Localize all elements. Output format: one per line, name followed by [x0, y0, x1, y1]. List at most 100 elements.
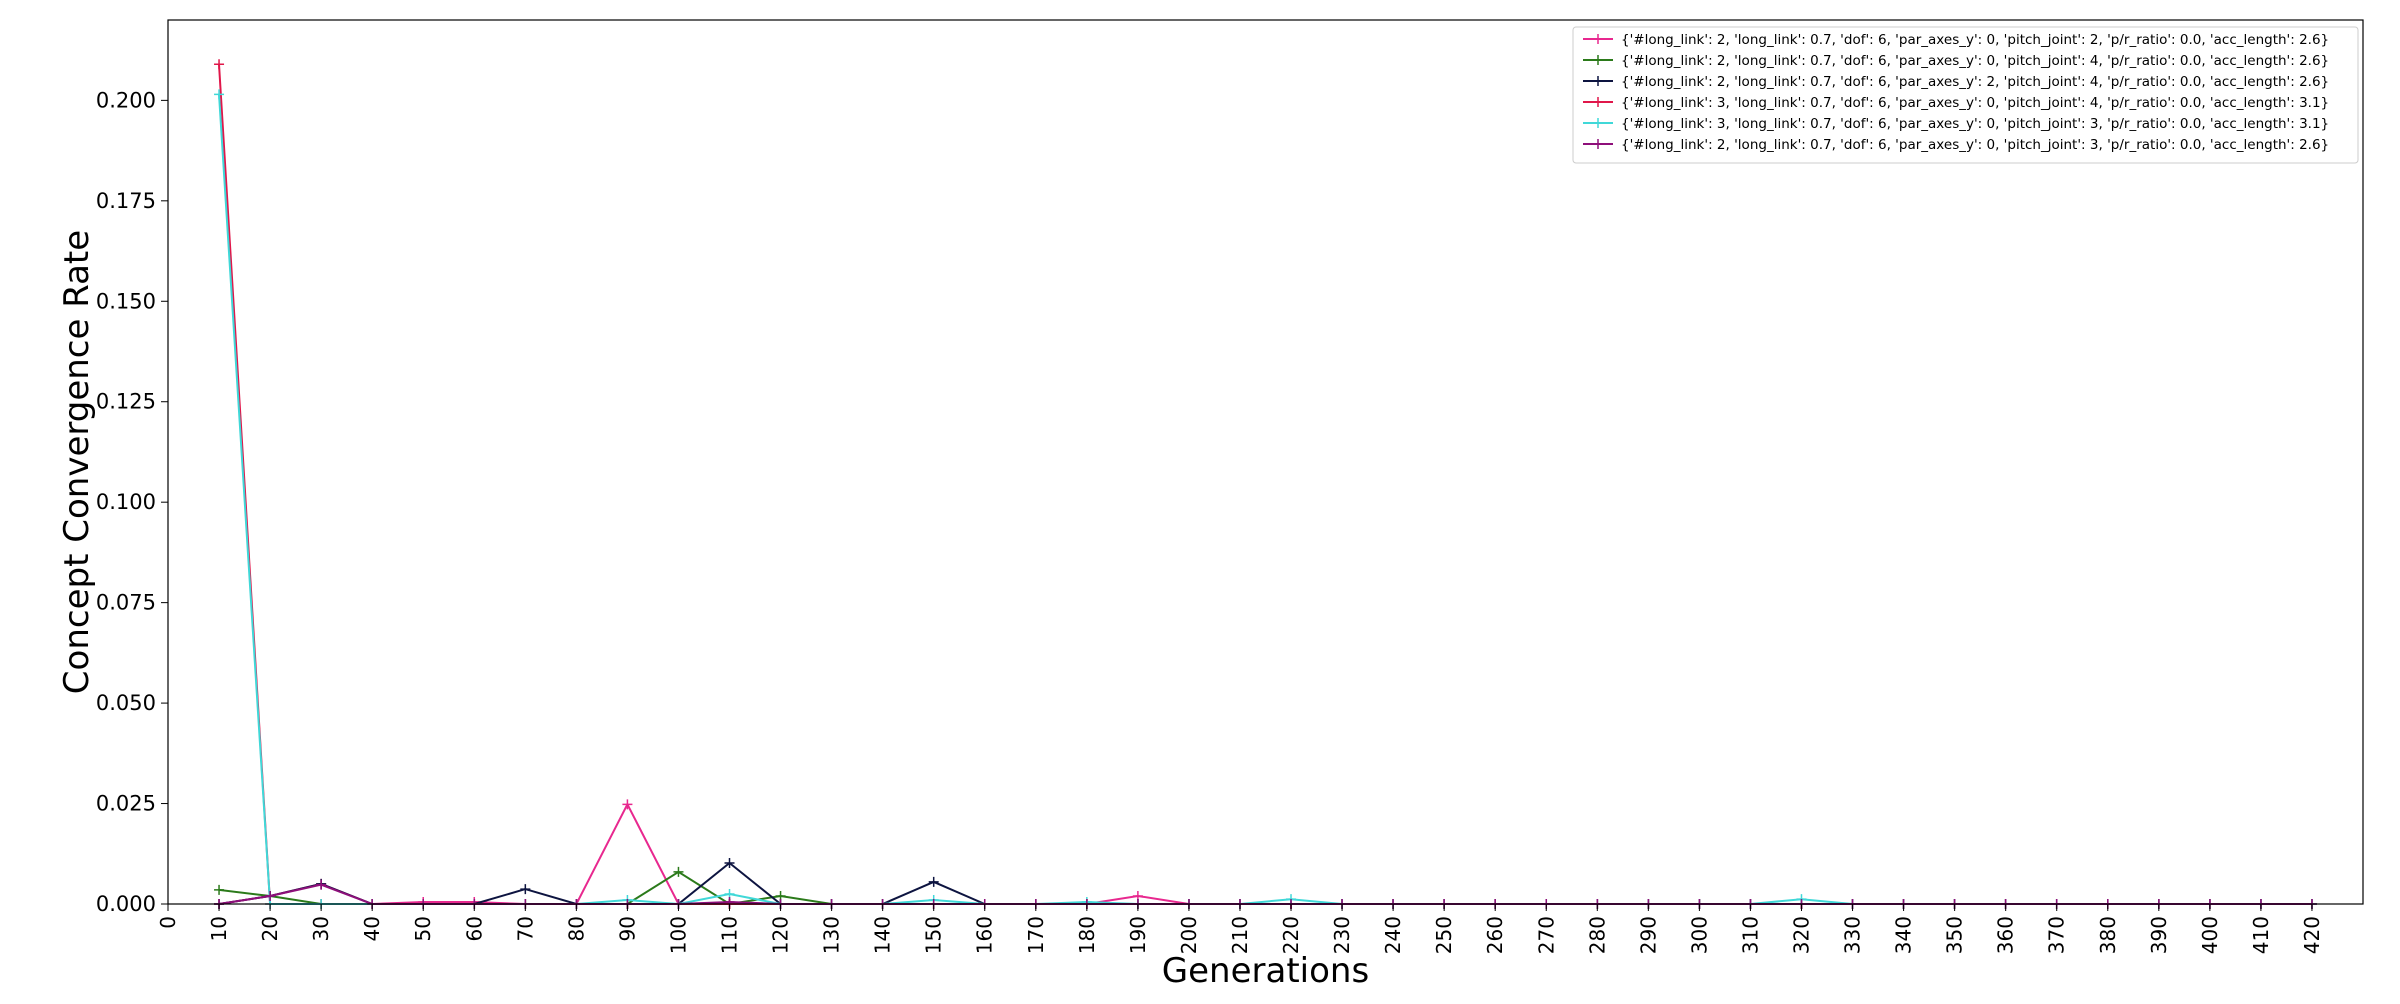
series-5: [214, 89, 2317, 909]
series-6: [214, 879, 2317, 909]
x-tick-label: 320: [1789, 916, 1813, 954]
legend-label: {'#long_link': 2, 'long_link': 0.7, 'dof…: [1621, 32, 2329, 48]
x-tick-label: 230: [1330, 916, 1354, 954]
y-tick-label: 0.025: [96, 792, 156, 816]
x-tick-label: 190: [1126, 916, 1150, 954]
data-point-marker: [316, 879, 327, 890]
x-tick-label: 210: [1228, 916, 1252, 954]
legend: {'#long_link': 2, 'long_link': 0.7, 'dof…: [1572, 26, 2359, 164]
y-axis-label: Concept Convergence Rate: [57, 230, 97, 694]
legend-item: {'#long_link': 2, 'long_link': 0.7, 'dof…: [1583, 53, 2329, 69]
legend-item: {'#long_link': 2, 'long_link': 0.7, 'dof…: [1583, 137, 2329, 153]
series-line: [218, 94, 2312, 906]
y-axis-ticks: 0.000 0.025 0.050 0.075 0.100 0.125 0.150 0.175…: [96, 88, 168, 916]
x-tick-label: 160: [973, 916, 997, 954]
series-line: [218, 64, 2312, 905]
x-tick-label: 280: [1585, 916, 1609, 954]
x-tick-label: 50: [411, 916, 435, 941]
x-tick-label: 120: [769, 916, 793, 954]
legend-label: {'#long_link': 3, 'long_link': 0.7, 'dof…: [1621, 116, 2329, 132]
legend-label: {'#long_link': 2, 'long_link': 0.7, 'dof…: [1621, 137, 2329, 153]
legend-swatch-marker: [1593, 97, 1603, 107]
x-tick-label: 200: [1177, 916, 1201, 954]
x-tick-label: 140: [871, 916, 895, 954]
series-1: [214, 799, 2317, 909]
x-tick-label: 390: [2147, 916, 2171, 954]
x-tick-label: 130: [820, 916, 844, 954]
x-tick-label: 180: [1075, 916, 1099, 954]
x-tick-label: 380: [2096, 916, 2120, 954]
x-tick-label: 40: [360, 916, 384, 941]
data-point-marker: [520, 884, 531, 895]
y-tick-label: 0.050: [96, 691, 156, 715]
data-point-marker: [214, 884, 225, 895]
x-tick-label: 70: [513, 916, 537, 941]
data-point-marker: [214, 89, 225, 100]
legend-label: {'#long_link': 2, 'long_link': 0.7, 'dof…: [1621, 74, 2329, 90]
y-tick-label: 0.000: [96, 892, 156, 916]
legend-item: {'#long_link': 3, 'long_link': 0.7, 'dof…: [1583, 116, 2329, 132]
x-tick-label: 220: [1279, 916, 1303, 954]
data-point-marker: [622, 799, 633, 810]
y-tick-label: 0.150: [96, 289, 156, 313]
x-tick-label: 370: [2045, 916, 2069, 954]
legend-swatch-marker: [1593, 34, 1603, 44]
x-tick-label: 250: [1432, 916, 1456, 954]
x-tick-label: 350: [1943, 916, 1967, 954]
plot-frame: [167, 19, 2364, 905]
data-point-marker: [214, 59, 225, 70]
x-tick-label: 340: [1892, 916, 1916, 954]
x-axis-ticks: 0 10 20 30 40 50 60 70 80 90 100 110 120 130 140 150 160…: [156, 904, 2324, 954]
legend-swatch-marker: [1593, 118, 1603, 128]
y-tick-label: 0.175: [96, 189, 156, 213]
x-tick-label: 0: [156, 916, 180, 929]
x-tick-label: 360: [1994, 916, 2018, 954]
x-tick-label: 310: [1738, 916, 1762, 954]
series-line: [218, 802, 2312, 906]
x-tick-label: 60: [462, 916, 486, 941]
y-tick-label: 0.125: [96, 390, 156, 414]
x-tick-label: 80: [564, 916, 588, 941]
series-line: [218, 861, 2312, 905]
data-point-marker: [724, 858, 735, 869]
legend-item: {'#long_link': 2, 'long_link': 0.7, 'dof…: [1583, 74, 2329, 90]
series-2: [214, 866, 2317, 909]
x-tick-label: 410: [2249, 916, 2273, 954]
data-point-marker: [928, 876, 939, 887]
data-point-marker: [673, 866, 684, 877]
legend-label: {'#long_link': 3, 'long_link': 0.7, 'dof…: [1621, 95, 2329, 111]
x-tick-label: 330: [1841, 916, 1865, 954]
data-point-marker: [265, 890, 276, 901]
x-tick-label: 110: [718, 916, 742, 954]
x-tick-label: 270: [1534, 916, 1558, 954]
y-tick-label: 0.100: [96, 490, 156, 514]
x-tick-label: 290: [1636, 916, 1660, 954]
x-axis-label: Generations: [1162, 951, 1369, 991]
series-layer: [214, 59, 2317, 909]
x-tick-label: 150: [922, 916, 946, 954]
y-tick-label: 0.200: [96, 88, 156, 112]
legend-swatch-marker: [1593, 76, 1603, 86]
y-tick-label: 0.075: [96, 591, 156, 615]
x-tick-label: 30: [309, 916, 333, 941]
legend-swatch-marker: [1593, 55, 1603, 65]
x-tick-label: 240: [1381, 916, 1405, 954]
legend-item: {'#long_link': 2, 'long_link': 0.7, 'dof…: [1583, 32, 2329, 48]
x-tick-label: 10: [207, 916, 231, 941]
x-tick-label: 20: [258, 916, 282, 941]
x-tick-label: 400: [2198, 916, 2222, 954]
x-tick-label: 100: [666, 916, 690, 954]
legend-item: {'#long_link': 3, 'long_link': 0.7, 'dof…: [1583, 95, 2329, 111]
series-line: [218, 870, 2312, 906]
legend-label: {'#long_link': 2, 'long_link': 0.7, 'dof…: [1621, 53, 2329, 69]
x-tick-label: 420: [2300, 916, 2324, 954]
legend-swatch-marker: [1593, 139, 1603, 149]
x-tick-label: 300: [1687, 916, 1711, 954]
series-4: [214, 59, 2317, 909]
legend-box: [1572, 26, 2359, 164]
x-tick-label: 90: [615, 916, 639, 941]
x-tick-label: 260: [1483, 916, 1507, 954]
x-tick-label: 170: [1024, 916, 1048, 954]
